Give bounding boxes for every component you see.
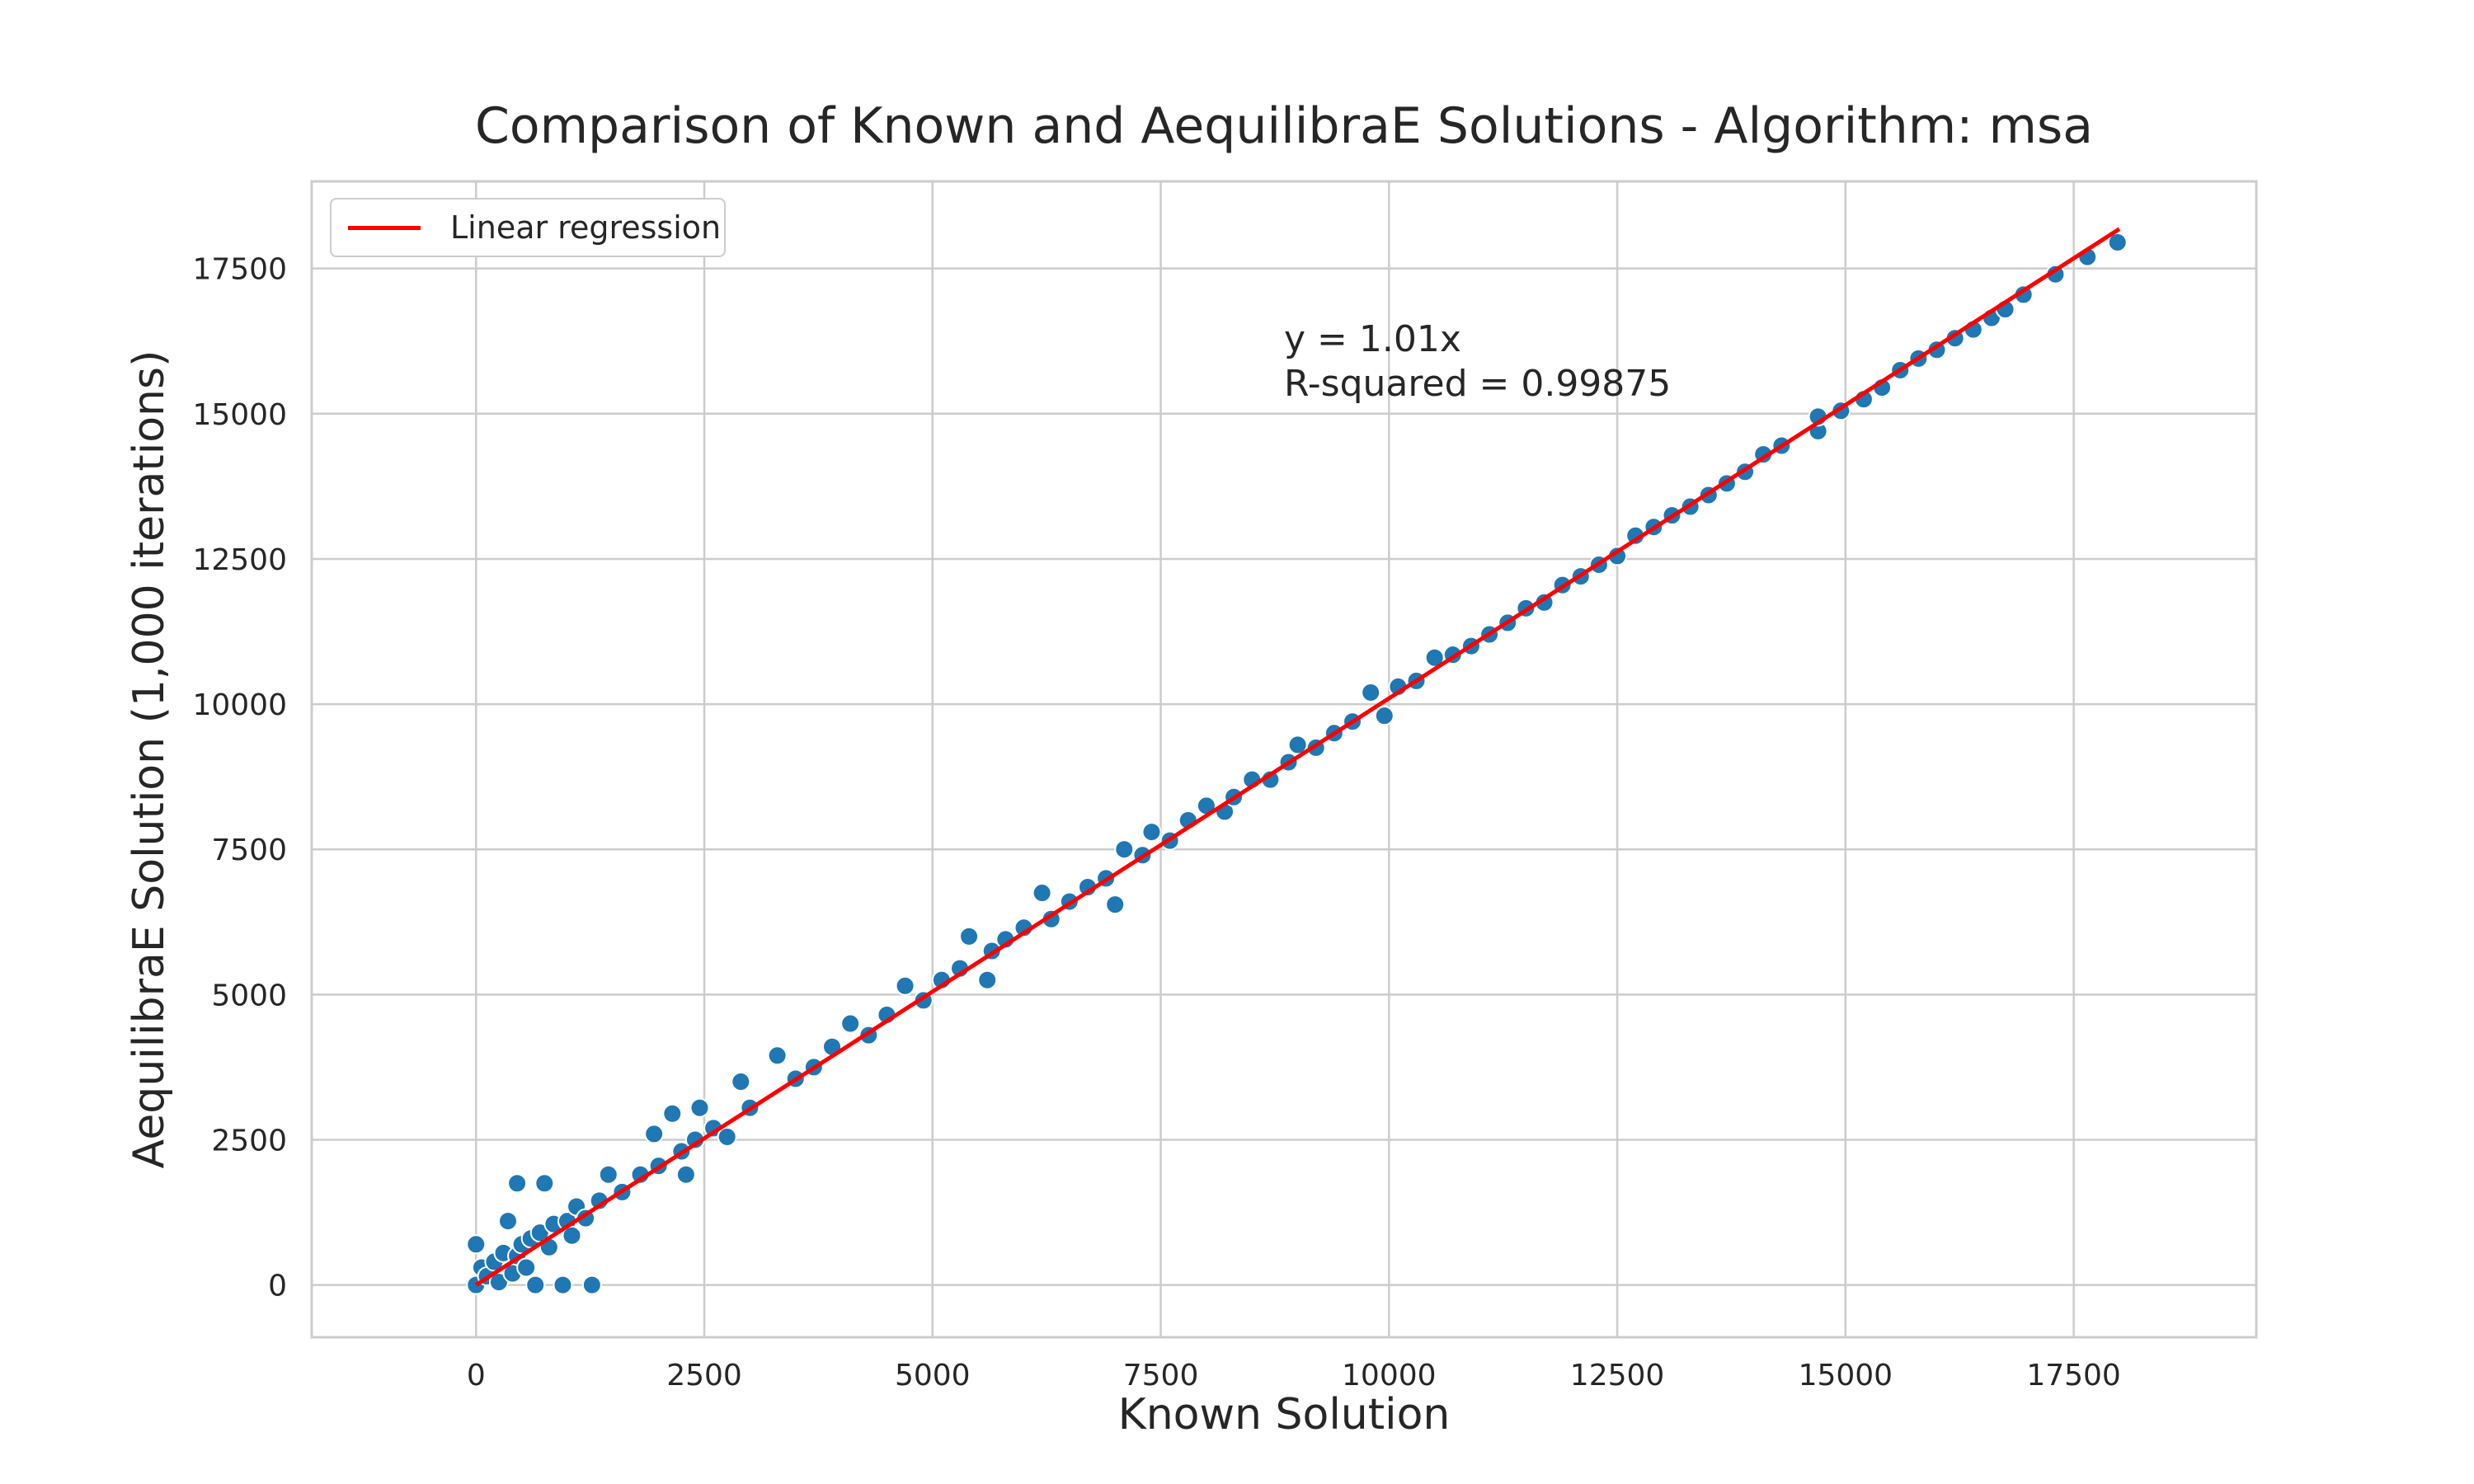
x-tick-label: 5000: [895, 1359, 971, 1392]
x-tick-label: 0: [467, 1359, 486, 1392]
scatter-point: [1032, 883, 1052, 904]
scatter-point: [895, 975, 915, 996]
regression-line-layer: [474, 227, 2121, 1287]
scatter-point: [731, 1072, 751, 1092]
legend-swatch-linear-regression: [348, 225, 421, 230]
scatter-point: [1105, 895, 1126, 915]
y-tick-labels: 0 2500 5000 7500 10000 12500 15000 17500: [192, 253, 287, 1303]
scatter-point: [507, 1173, 528, 1194]
scatter-point: [525, 1275, 546, 1295]
scatter-point: [534, 1173, 555, 1194]
x-tick-label: 12500: [1570, 1359, 1665, 1392]
x-tick-labels: 0 2500 5000 7500 10000 12500 15000 17500: [467, 1359, 2121, 1392]
y-tick-label: 7500: [211, 834, 287, 867]
x-axis-label: Known Solution: [1118, 1390, 1451, 1439]
grid-lines: [312, 181, 2256, 1337]
scatter-point: [2107, 232, 2128, 252]
scatter-point: [675, 1164, 696, 1185]
y-tick-label: 12500: [192, 543, 287, 577]
legend: Linear regression: [330, 198, 726, 257]
y-tick-label: 15000: [192, 398, 287, 432]
scatter-point: [498, 1211, 519, 1232]
scatter-point: [562, 1225, 582, 1246]
scatter-point: [466, 1234, 487, 1255]
r-squared-annotation: R-squared = 0.99875: [1284, 363, 1672, 405]
scatter-point: [644, 1124, 665, 1144]
scatter-point: [581, 1275, 602, 1295]
scatter-point: [598, 1164, 618, 1185]
scatter-point: [553, 1275, 573, 1295]
scatter-point: [767, 1045, 788, 1066]
scatter-point: [689, 1097, 710, 1118]
scatter-point: [959, 926, 980, 946]
scatter-point: [1141, 822, 1162, 843]
scatter-point: [1114, 839, 1135, 860]
y-tick-label: 0: [268, 1270, 287, 1303]
x-tick-label: 10000: [1342, 1359, 1437, 1392]
y-tick-label: 10000: [192, 688, 287, 722]
scatter-point: [977, 970, 998, 990]
regression-line: [474, 227, 2121, 1287]
scatter-point: [516, 1257, 537, 1278]
legend-label-linear-regression: Linear regression: [450, 209, 722, 246]
x-tick-label: 7500: [1123, 1359, 1199, 1392]
y-tick-label: 17500: [192, 253, 287, 287]
x-tick-label: 2500: [666, 1359, 742, 1392]
y-tick-label: 2500: [211, 1124, 287, 1158]
scatter-point: [662, 1103, 683, 1124]
scatter-point: [1361, 682, 1381, 702]
y-tick-label: 5000: [211, 979, 287, 1012]
regression-equation: y = 1.01x: [1284, 318, 1461, 360]
scatter-point: [1374, 706, 1395, 726]
x-tick-label: 15000: [1799, 1359, 1893, 1392]
x-tick-label: 17500: [2026, 1359, 2121, 1392]
chart-title: Comparison of Known and AequilibraE Solu…: [475, 97, 2093, 155]
y-axis-label: AequilibraE Solution (1,000 iterations): [125, 350, 174, 1169]
scatter-point: [717, 1126, 737, 1147]
scatter-point: [840, 1013, 861, 1034]
